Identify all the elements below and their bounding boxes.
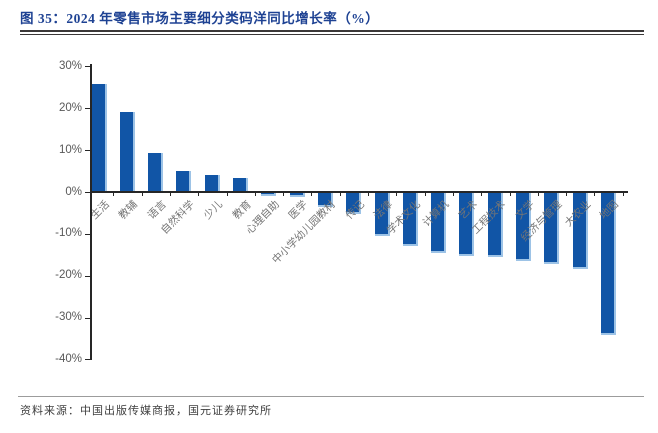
y-axis-tick xyxy=(85,108,90,110)
x-axis-tick xyxy=(509,192,511,196)
bar xyxy=(544,192,560,264)
x-axis-line xyxy=(90,191,628,193)
x-axis-tick xyxy=(368,192,369,196)
figure-title: 图 35：2024 年零售市场主要细分类码洋同比增长率（%） xyxy=(20,11,380,26)
x-axis-tick xyxy=(283,192,285,196)
bar xyxy=(176,171,192,192)
y-tick-label: -20% xyxy=(55,269,82,282)
x-axis-tick xyxy=(169,192,171,196)
y-axis-tick xyxy=(85,233,90,235)
y-tick-label: 10% xyxy=(58,143,82,156)
y-tick-label: -10% xyxy=(55,227,82,240)
title-divider xyxy=(20,30,644,35)
bar xyxy=(487,192,503,258)
category-label: 少儿 xyxy=(202,199,226,222)
bar xyxy=(600,192,616,335)
bar xyxy=(431,192,447,254)
bar xyxy=(459,192,475,256)
x-axis-tick xyxy=(226,192,228,196)
y-axis-tick xyxy=(85,192,90,193)
bar xyxy=(233,177,248,192)
source-divider xyxy=(18,396,644,397)
x-axis-tick xyxy=(481,192,483,196)
x-axis-tick xyxy=(311,192,313,196)
y-axis-line xyxy=(90,64,92,360)
bar xyxy=(289,192,305,197)
bar xyxy=(402,192,418,246)
y-axis-tick xyxy=(85,66,90,68)
y-axis-tick xyxy=(85,317,90,319)
x-axis-tick xyxy=(198,192,200,196)
y-tick-label: 20% xyxy=(58,101,82,114)
bar xyxy=(91,83,107,192)
y-tick-label: -30% xyxy=(55,311,82,324)
y-tick-label: 30% xyxy=(58,59,82,72)
x-axis-tick xyxy=(113,192,115,196)
x-axis-tick xyxy=(396,192,398,196)
bar xyxy=(261,192,277,197)
bar xyxy=(516,192,531,261)
y-axis-tick xyxy=(85,150,90,152)
x-axis-tick xyxy=(254,192,256,196)
y-tick-label: -40% xyxy=(55,352,82,365)
x-axis-tick xyxy=(424,192,426,196)
y-tick-label: 0% xyxy=(65,185,82,198)
x-axis-tick xyxy=(141,192,143,196)
bar xyxy=(374,192,390,236)
figure-source: 资料来源：中国出版传媒商报，国元证券研究所 xyxy=(20,405,272,417)
bar xyxy=(346,192,362,214)
x-axis-tick xyxy=(537,192,539,196)
y-axis-tick xyxy=(85,359,90,361)
x-axis-tick xyxy=(452,192,454,196)
x-axis-tick xyxy=(594,192,596,196)
bar xyxy=(119,112,135,192)
bar xyxy=(317,192,333,207)
bar xyxy=(148,153,164,192)
x-axis-tick xyxy=(339,192,341,196)
x-axis-tick xyxy=(566,192,568,196)
y-axis-tick xyxy=(85,275,90,277)
bar xyxy=(572,192,588,270)
category-label: 教辅 xyxy=(117,199,141,222)
x-axis-tick xyxy=(622,192,624,196)
bar xyxy=(204,174,220,192)
